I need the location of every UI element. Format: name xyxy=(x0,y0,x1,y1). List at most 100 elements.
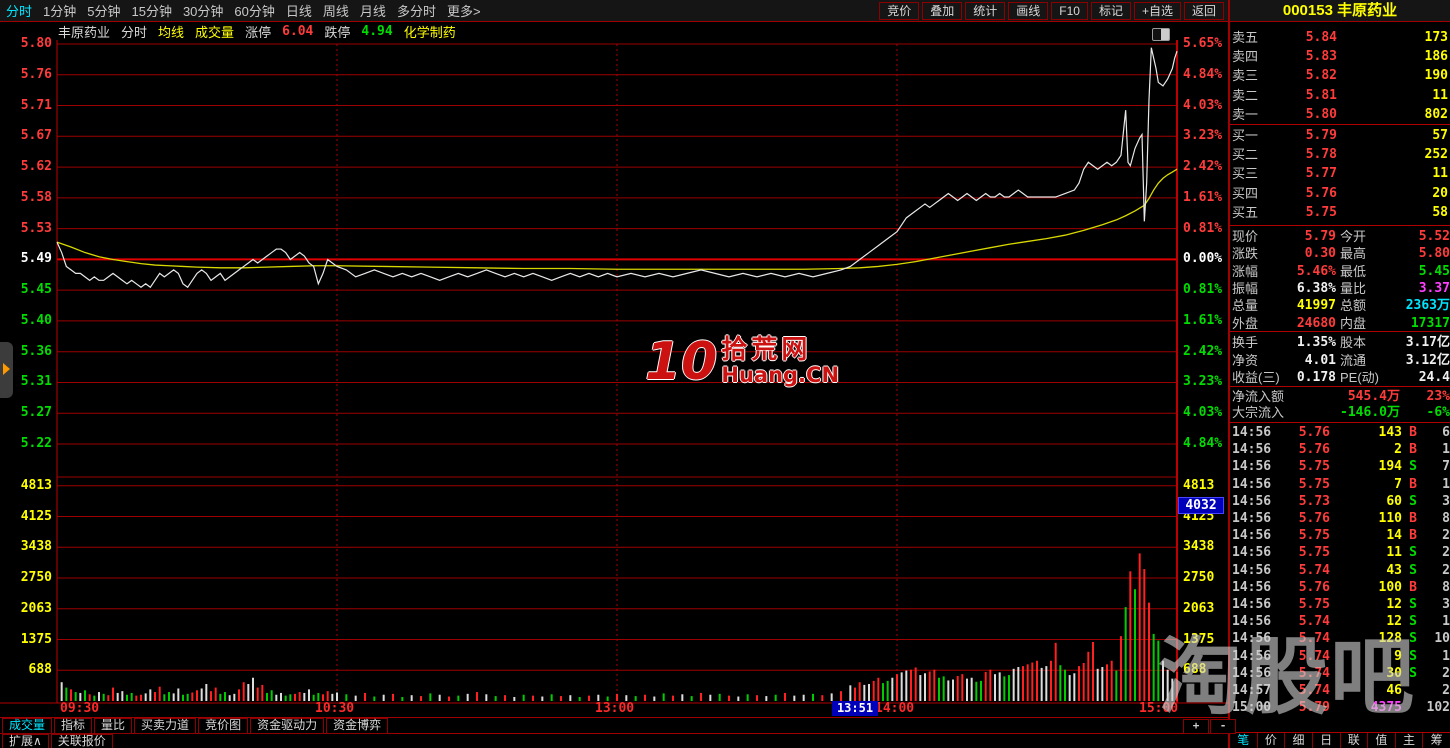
tick-count: 2 xyxy=(1442,545,1450,561)
tick-volume: 30 xyxy=(1386,665,1402,681)
period-tab[interactable]: 60分钟 xyxy=(234,4,275,19)
divider xyxy=(1230,225,1450,226)
volume-axis-label: 2063 xyxy=(1183,600,1215,616)
price-axis-label: 5.45 xyxy=(20,282,52,298)
period-tab[interactable]: 1分钟 xyxy=(43,4,77,19)
sell-row[interactable]: 卖四 5.83 186 xyxy=(1230,49,1450,65)
tick-price: 5.75 xyxy=(1298,476,1330,492)
tick-time: 14:56 xyxy=(1232,597,1272,612)
panel-tab[interactable]: 笔 xyxy=(1230,733,1258,748)
sell-row[interactable]: 卖三 5.82 190 xyxy=(1230,68,1450,84)
buy-row[interactable]: 买三 5.77 11 xyxy=(1230,166,1450,182)
period-tab[interactable]: 5分钟 xyxy=(87,4,121,19)
price-axis-label: 5.49 xyxy=(20,251,52,267)
toolbar-button[interactable]: 统计 xyxy=(965,1,1006,20)
toolbar-button[interactable]: 标记 xyxy=(1090,1,1131,20)
sidebar-collapse-handle[interactable] xyxy=(0,342,13,398)
tick-side: B xyxy=(1409,511,1417,526)
indicator-tab[interactable]: 资金驱动力 xyxy=(250,717,325,734)
period-tab[interactable]: 日线 xyxy=(285,4,312,19)
volume-axis-label: 688 xyxy=(1183,662,1207,678)
price-axis-label: 5.71 xyxy=(20,97,52,113)
tick-time: 14:56 xyxy=(1232,562,1272,578)
quote-panel: 笔价细日联值主筹 卖五 5.84 173 卖四 5.83 186 卖三 5.82 190 卖二 5.… xyxy=(1228,22,1450,748)
stat-value: 4.01 xyxy=(1304,352,1336,368)
expand-tab[interactable]: 扩展∧ xyxy=(2,733,49,748)
period-tab[interactable]: 更多> xyxy=(446,4,481,19)
tick-count: 3 xyxy=(1442,597,1450,612)
tick-row: 14:56 5.74 12 S 1 xyxy=(1230,614,1450,630)
stat-value: 3.17亿 xyxy=(1405,335,1450,350)
period-tab[interactable]: 30分钟 xyxy=(182,4,224,19)
tick-row: 14:56 5.73 60 S 3 xyxy=(1230,494,1450,510)
percent-axis-label: 3.23% xyxy=(1183,128,1223,144)
period-tab[interactable]: 15分钟 xyxy=(131,4,172,19)
indicator-tab[interactable]: 指标 xyxy=(54,717,93,734)
volume-legend[interactable]: 成交量 xyxy=(195,25,235,40)
ma-legend[interactable]: 均线 xyxy=(158,25,185,40)
indicator-tab[interactable]: 竞价图 xyxy=(198,717,249,734)
toolbar-button[interactable]: +自选 xyxy=(1133,1,1181,20)
order-volume: 252 xyxy=(1424,147,1448,163)
stat-value: 24680 xyxy=(1296,315,1336,331)
zoom-in-button[interactable]: + xyxy=(1183,719,1209,734)
divider xyxy=(1230,124,1450,125)
period-tab[interactable]: 分时 xyxy=(6,4,33,19)
time-axis-label: 09:30 xyxy=(60,701,100,716)
indicator-tab[interactable]: 买卖力道 xyxy=(134,717,197,734)
indicator-tab[interactable]: 量比 xyxy=(94,717,133,734)
expand-tab[interactable]: 关联报价 xyxy=(50,733,113,748)
tick-count: 6 xyxy=(1442,425,1450,440)
stat-label: 最低 xyxy=(1340,263,1367,279)
panel-tab[interactable]: 细 xyxy=(1285,733,1313,748)
panel-tab[interactable]: 价 xyxy=(1258,733,1286,748)
sell-row[interactable]: 卖五 5.84 173 xyxy=(1230,30,1450,46)
stat-value: 5.79 xyxy=(1304,229,1336,244)
panel-tab[interactable]: 值 xyxy=(1368,733,1396,748)
buy-row[interactable]: 买五 5.75 58 xyxy=(1230,205,1450,221)
indicator-tab[interactable]: 成交量 xyxy=(2,717,53,734)
panel-tab[interactable]: 筹 xyxy=(1430,733,1443,747)
tick-count: 3 xyxy=(1442,493,1450,509)
order-volume: 173 xyxy=(1424,30,1448,45)
percent-axis-label: 4.84% xyxy=(1183,66,1223,82)
toolbar-button[interactable]: 返回 xyxy=(1183,1,1224,20)
indicator-tab[interactable]: 资金博弈 xyxy=(326,717,389,734)
period-tab[interactable]: 周线 xyxy=(322,4,349,19)
panel-tab[interactable]: 联 xyxy=(1341,733,1369,748)
sell-row[interactable]: 卖一 5.80 802 xyxy=(1230,107,1450,123)
toolbar-button[interactable]: 叠加 xyxy=(922,1,963,20)
buy-row[interactable]: 买二 5.78 252 xyxy=(1230,147,1450,163)
indicator-tab-bar: 成交量 指标 量比 买卖力道 竞价图 资金驱动力 资金博弈 xyxy=(0,717,1228,734)
fund-flow-value: -146.0万 xyxy=(1340,405,1400,420)
toolbar-button[interactable]: 画线 xyxy=(1008,1,1049,20)
time-axis-label: 14:00 xyxy=(875,701,915,716)
panel-toggle-icon[interactable] xyxy=(1152,28,1170,41)
limit-down-value: 4.94 xyxy=(361,24,393,39)
buy-row[interactable]: 买四 5.76 20 xyxy=(1230,186,1450,202)
time-cursor-badge: 13:51 xyxy=(832,701,878,716)
stat-label: 涨幅 xyxy=(1232,263,1259,279)
tick-side: B xyxy=(1409,528,1417,544)
limit-up-label: 涨停 xyxy=(245,25,272,40)
tick-price: 5.73 xyxy=(1298,493,1330,509)
toolbar-button[interactable]: F10 xyxy=(1051,1,1088,20)
period-tab[interactable]: 月线 xyxy=(359,4,386,19)
sell-row[interactable]: 卖二 5.81 11 xyxy=(1230,88,1450,104)
buy-row[interactable]: 买一 5.79 57 xyxy=(1230,128,1450,144)
panel-tab[interactable]: 主 xyxy=(1396,733,1424,748)
tick-price: 5.74 xyxy=(1298,648,1330,664)
tick-row: 14:56 5.76 143 B 6 xyxy=(1230,425,1450,441)
tick-row: 14:56 5.75 14 B 2 xyxy=(1230,528,1450,544)
stat-value: 5.52 xyxy=(1418,229,1450,244)
price-axis-label: 5.80 xyxy=(20,36,52,51)
industry-tag[interactable]: 化学制药 xyxy=(403,25,456,40)
toolbar-button[interactable]: 竞价 xyxy=(879,1,920,20)
stat-value: 17317 xyxy=(1410,315,1450,331)
panel-tab[interactable]: 日 xyxy=(1313,733,1341,748)
tick-price: 5.76 xyxy=(1298,425,1330,440)
zoom-out-button[interactable]: - xyxy=(1210,719,1236,734)
period-tab[interactable]: 多分时 xyxy=(396,4,436,19)
